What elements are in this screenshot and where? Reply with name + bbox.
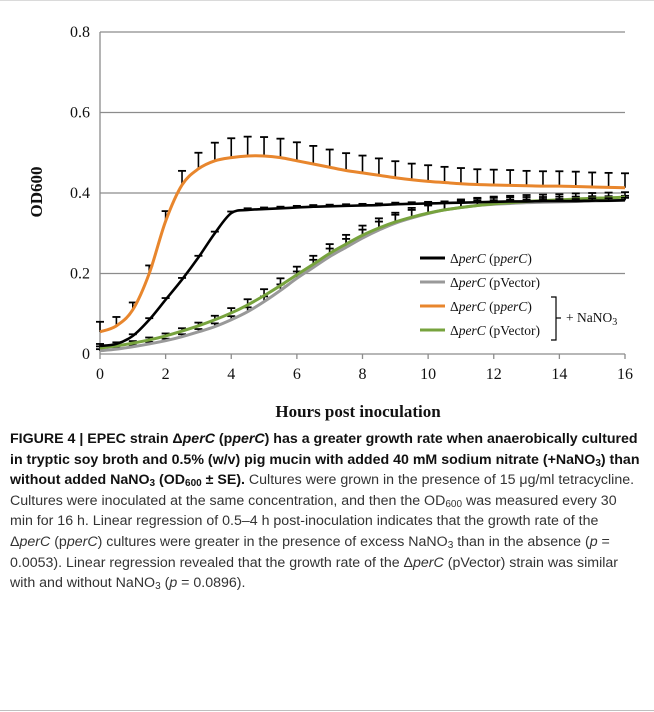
x-tick-label: 2 <box>162 366 170 383</box>
legend-label-1: ΔperC (pperC) <box>450 251 532 266</box>
y-tick-label: 0.2 <box>70 266 90 283</box>
x-tick-label: 14 <box>551 366 567 383</box>
x-tick-label: 8 <box>359 366 367 383</box>
series-line-3 <box>99 154 626 334</box>
legend: ΔperC (pperC) ΔperC (pVector) ΔperC (pperC… <box>420 251 617 341</box>
series-3 <box>96 135 629 334</box>
x-axis-title: Hours post inoculation <box>275 402 441 421</box>
x-tick-label: 0 <box>96 366 104 383</box>
y-axis-title: OD600 <box>27 167 46 218</box>
legend-label-2: ΔperC (pVector) <box>450 275 540 290</box>
caption-body: Cultures were grown in the presence of 1… <box>10 472 635 593</box>
y-tick-label: 0.8 <box>70 24 90 41</box>
top-rule <box>0 0 654 1</box>
legend-group-label: + NaNO3 <box>566 310 617 328</box>
series-1 <box>96 196 629 348</box>
x-tick-labels: 0 2 4 6 8 10 12 14 16 <box>96 366 633 383</box>
x-tick-label: 16 <box>617 366 633 383</box>
x-tick-label: 6 <box>293 366 301 383</box>
legend-bracket <box>551 296 557 341</box>
axes <box>99 32 626 359</box>
x-tick-label: 12 <box>486 366 502 383</box>
series-line-4 <box>99 195 626 350</box>
series-4 <box>96 191 629 350</box>
series-layer <box>96 135 629 353</box>
y-tick-label: 0 <box>82 346 90 363</box>
figure-caption: FIGURE 4 | EPEC strain ΔperC (pperC) has… <box>10 429 640 594</box>
y-tick-label: 0.4 <box>70 185 90 202</box>
growth-curve-chart: 0 0.2 0.4 0.6 0.8 0 2 4 6 8 10 12 14 16 OD600 Hours … <box>27 24 633 421</box>
x-tick-label: 10 <box>420 366 436 383</box>
series-line-1 <box>99 198 626 348</box>
y-tick-labels: 0 0.2 0.4 0.6 0.8 <box>70 24 90 363</box>
bottom-rule <box>0 710 654 711</box>
legend-label-4: ΔperC (pVector) <box>450 323 540 338</box>
legend-label-3: ΔperC (pperC) <box>450 299 532 314</box>
y-tick-label: 0.6 <box>70 105 90 122</box>
caption-title: FIGURE 4 | EPEC strain ΔperC (pperC) has… <box>10 431 640 490</box>
x-tick-label: 4 <box>227 366 235 383</box>
